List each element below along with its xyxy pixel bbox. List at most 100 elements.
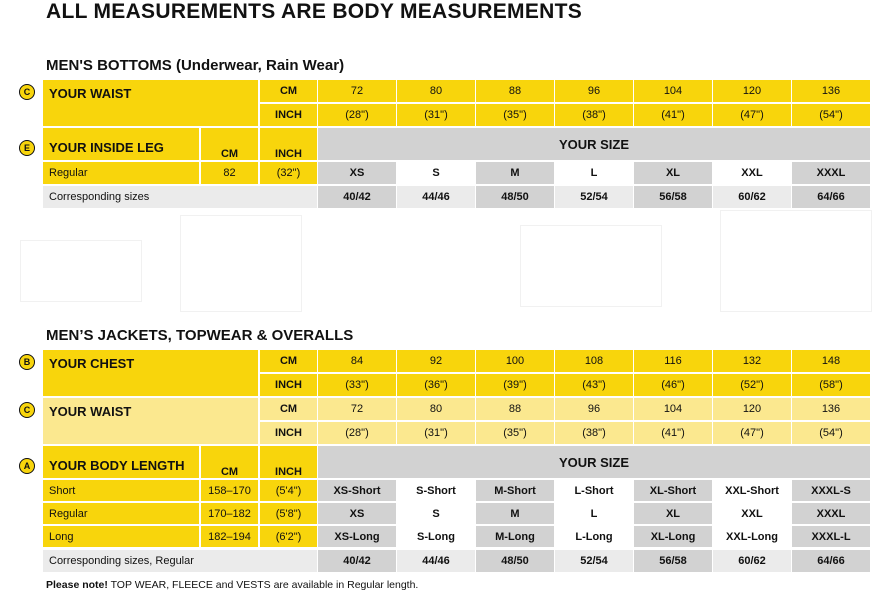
- waist-inch-value: (41"): [634, 104, 712, 126]
- footnote-text: TOP WEAR, FLEECE and VESTS are available…: [107, 579, 419, 591]
- size-value: XXXL: [792, 503, 870, 524]
- size-value: XXXL-L: [792, 526, 870, 547]
- corresponding-value: 60/62: [713, 550, 791, 572]
- size-value: S-Short: [397, 480, 475, 501]
- corresponding-value: 48/50: [476, 550, 554, 572]
- corresponding-value: 40/42: [318, 550, 396, 572]
- chest-cm-label: CM: [260, 350, 317, 372]
- badge-c: C: [19, 402, 35, 418]
- waist-cm-value: 136: [792, 398, 870, 420]
- row-label: Regular: [43, 503, 199, 524]
- waist-cm-value: 120: [713, 80, 791, 102]
- waist-cm-value: 96: [555, 80, 633, 102]
- corresponding-value: 44/46: [397, 550, 475, 572]
- waist-inch-value: (38"): [555, 104, 633, 126]
- waist-cm-label: CM: [260, 80, 317, 102]
- size-value: XS: [318, 162, 396, 184]
- size-value: L: [555, 503, 633, 524]
- size-value: XXL-Long: [713, 526, 791, 547]
- size-value: XXXL-S: [792, 480, 870, 501]
- body-length-inch-value: (5'4"): [260, 480, 317, 501]
- inside-leg-cm-value: 82: [201, 162, 258, 184]
- waist-inch-value: (38"): [555, 422, 633, 444]
- badge-e: E: [19, 140, 35, 156]
- corresponding-value: 48/50: [476, 186, 554, 208]
- waist-cm-value: 80: [397, 80, 475, 102]
- size-value: S-Long: [397, 526, 475, 547]
- waist-cm-value: 120: [713, 398, 791, 420]
- body-length-label: YOUR BODY LENGTH: [43, 446, 199, 478]
- chest-cm-value: 116: [634, 350, 712, 372]
- waist-inch-value: (47"): [713, 422, 791, 444]
- waist-inch-label: INCH: [260, 104, 317, 126]
- waist-inch-value: (54"): [792, 422, 870, 444]
- chest-inch-label: INCH: [260, 374, 317, 396]
- waist-cm-value: 96: [555, 398, 633, 420]
- inside-leg-inch-value: (32"): [260, 162, 317, 184]
- chest-inch-value: (36"): [397, 374, 475, 396]
- size-value: XXL-Short: [713, 480, 791, 501]
- chest-cm-value: 108: [555, 350, 633, 372]
- waist-cm-value: 72: [318, 398, 396, 420]
- row-label-regular: Regular: [43, 162, 199, 184]
- inside-leg-inch-label: INCH: [260, 128, 317, 160]
- waist-inch-value: (47"): [713, 104, 791, 126]
- body-length-cm-value: 170–182: [201, 503, 258, 524]
- your-size-heading: YOUR SIZE: [318, 446, 870, 478]
- waist-cm-value: 104: [634, 80, 712, 102]
- waist-inch-value: (54"): [792, 104, 870, 126]
- badge-a: A: [19, 458, 35, 474]
- corresponding-value: 64/66: [792, 550, 870, 572]
- waist-inch-value: (31"): [397, 104, 475, 126]
- corresponding-label: Corresponding sizes: [43, 186, 317, 208]
- waist-inch-value: (41"): [634, 422, 712, 444]
- size-value: XL-Long: [634, 526, 712, 547]
- size-value: XXXL: [792, 162, 870, 184]
- size-value: M: [476, 503, 554, 524]
- waist-inch-value: (35"): [476, 422, 554, 444]
- size-value: XS: [318, 503, 396, 524]
- jackets-heading: MEN’S JACKETS, TOPWEAR & OVERALLS: [46, 327, 354, 344]
- size-value: L-Long: [555, 526, 633, 547]
- chest-inch-value: (52"): [713, 374, 791, 396]
- size-value: M: [476, 162, 554, 184]
- chest-cm-value: 84: [318, 350, 396, 372]
- waist-inch-value: (28"): [318, 422, 396, 444]
- waist-label: YOUR WAIST: [43, 398, 258, 444]
- size-value: S: [397, 503, 475, 524]
- size-value: M-Long: [476, 526, 554, 547]
- chest-cm-value: 148: [792, 350, 870, 372]
- chest-inch-value: (43"): [555, 374, 633, 396]
- footnote: Please note! TOP WEAR, FLEECE and VESTS …: [46, 579, 418, 591]
- size-value: XS-Short: [318, 480, 396, 501]
- badge-b: B: [19, 354, 35, 370]
- row-label: Short: [43, 480, 199, 501]
- corresponding-value: 52/54: [555, 550, 633, 572]
- your-size-heading: YOUR SIZE: [318, 128, 870, 160]
- corresponding-value: 44/46: [397, 186, 475, 208]
- body-length-inch-value: (5'8"): [260, 503, 317, 524]
- size-value: XL-Short: [634, 480, 712, 501]
- chest-inch-value: (33"): [318, 374, 396, 396]
- waist-cm-value: 104: [634, 398, 712, 420]
- corresponding-label: Corresponding sizes, Regular: [43, 550, 317, 572]
- waist-cm-value: 72: [318, 80, 396, 102]
- size-value: XL: [634, 162, 712, 184]
- size-value: L: [555, 162, 633, 184]
- waist-inch-value: (35"): [476, 104, 554, 126]
- inside-leg-cm-label: CM: [201, 128, 258, 160]
- bottoms-heading: MEN'S BOTTOMS (Underwear, Rain Wear): [46, 57, 345, 74]
- corresponding-value: 52/54: [555, 186, 633, 208]
- waist-inch-label: INCH: [260, 422, 317, 444]
- badge-c: C: [19, 84, 35, 100]
- waist-cm-label: CM: [260, 398, 317, 420]
- chest-cm-value: 132: [713, 350, 791, 372]
- corresponding-value: 64/66: [792, 186, 870, 208]
- size-value: L-Short: [555, 480, 633, 501]
- body-length-cm-value: 158–170: [201, 480, 258, 501]
- size-value: XXL: [713, 162, 791, 184]
- waist-cm-value: 88: [476, 80, 554, 102]
- size-value: S: [397, 162, 475, 184]
- row-label: Long: [43, 526, 199, 547]
- chest-cm-value: 92: [397, 350, 475, 372]
